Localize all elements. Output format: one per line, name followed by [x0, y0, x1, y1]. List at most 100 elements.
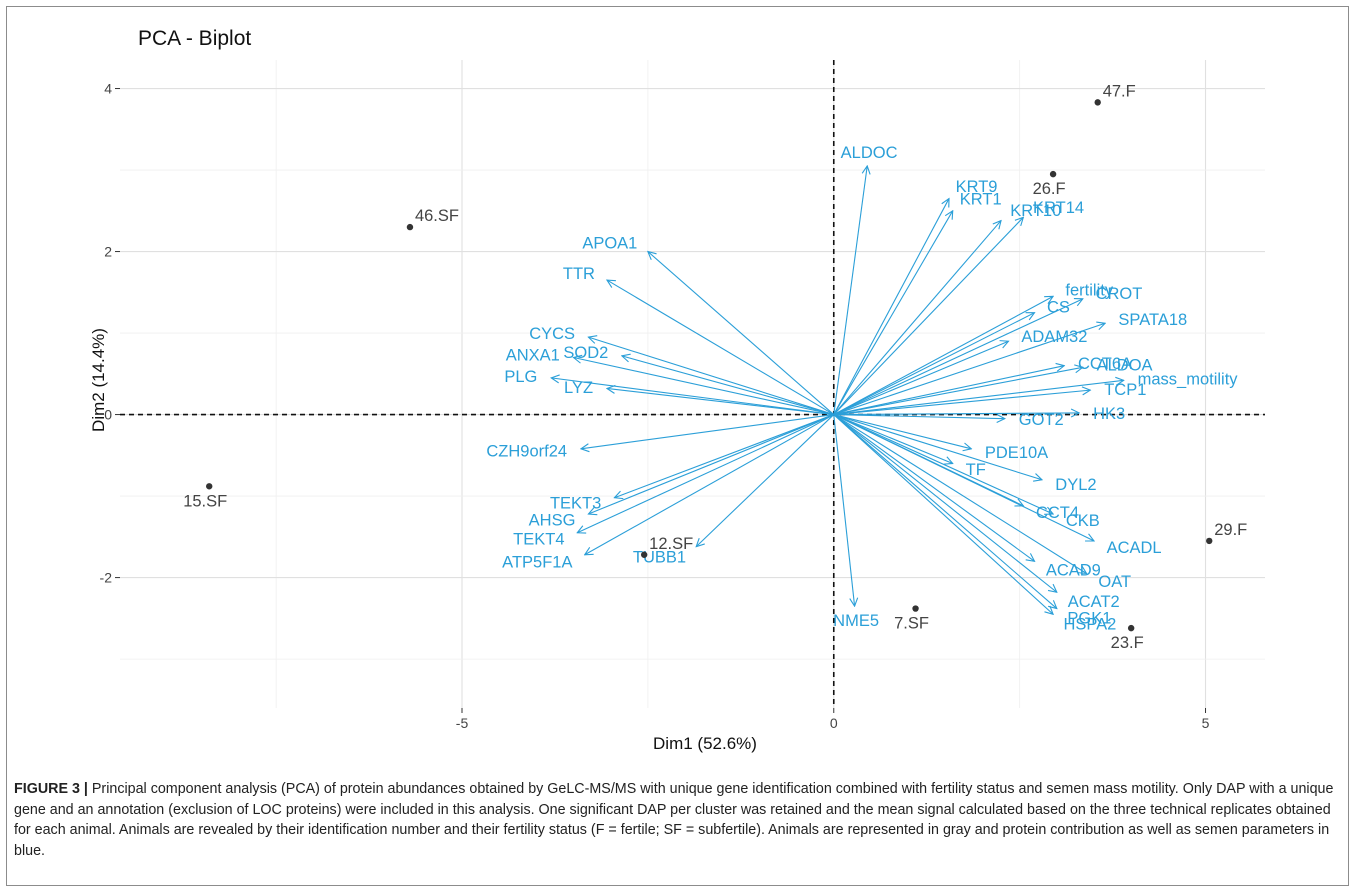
figure-frame — [6, 6, 1349, 886]
variable-arrow — [833, 414, 1053, 615]
x-tick-label: 0 — [830, 715, 838, 731]
individual-point — [640, 551, 648, 558]
caption-label: FIGURE 3 | — [14, 781, 88, 797]
variable-arrow — [833, 217, 1024, 415]
variable-arrow — [607, 388, 834, 416]
variable-label: CS — [1047, 298, 1070, 316]
variable-label: CCT6A — [1078, 355, 1132, 373]
chart-title: PCA - Biplot — [138, 27, 251, 50]
variable-arrow — [574, 358, 834, 416]
x-axis-label: Dim1 (52.6%) — [653, 734, 757, 753]
individual-point — [912, 605, 919, 612]
individual-points: 47.F 26.F 46.SF 15.SF 12.SF 7.SF 23.F 29.F — [183, 82, 1247, 652]
variable-arrow — [696, 414, 835, 547]
variable-arrow — [833, 366, 1064, 416]
individual-point — [1127, 624, 1135, 632]
variable-arrow — [833, 414, 1035, 562]
variable-arrow — [833, 323, 1105, 416]
variable-label: CYCS — [529, 325, 575, 343]
variable-label: OAT — [1098, 573, 1131, 591]
variable-label: mass_motility — [1138, 371, 1239, 389]
axes: -5 0 5 -2 0 2 4 — [100, 81, 1210, 731]
variable-arrow — [833, 413, 1079, 415]
individual-label: 15.SF — [183, 492, 227, 510]
individual-point — [206, 483, 213, 490]
variable-arrow — [833, 414, 1053, 514]
variable-arrow — [833, 414, 972, 449]
variable-arrow — [833, 414, 855, 607]
individual-label: 29.F — [1214, 521, 1247, 539]
y-tick-label: 2 — [104, 244, 112, 260]
variable-arrow — [614, 414, 834, 498]
variable-label: LYZ — [564, 379, 593, 397]
variable-arrow — [833, 299, 1083, 416]
variable-label: KRT9 — [956, 178, 998, 196]
figure-caption: FIGURE 3 | Principal component analysis … — [14, 779, 1339, 861]
variable-label: GOT2 — [1019, 411, 1064, 429]
x-tick-label: -5 — [456, 715, 469, 731]
variable-label: NME5 — [833, 612, 879, 630]
variable-label: ATP5F1A — [502, 554, 572, 572]
variable-label: ACAT2 — [1068, 593, 1120, 611]
variable-label: APOA1 — [582, 234, 637, 252]
variable-label: KRT10 — [1010, 202, 1061, 220]
variable-label: HK3 — [1093, 405, 1125, 423]
variable-label: KRT14 — [1033, 199, 1084, 217]
variable-label: AHSG — [529, 511, 576, 529]
individual-label: 26.F — [1033, 180, 1066, 198]
variable-arrow — [833, 414, 953, 464]
variable-arrow — [833, 313, 1035, 416]
variable-arrow — [833, 341, 1009, 416]
variable-label: DYL2 — [1055, 476, 1096, 494]
variable-arrow — [833, 380, 1124, 416]
individual-point — [1049, 170, 1057, 178]
variable-label: PLG — [504, 368, 537, 386]
variable-arrow — [833, 211, 953, 415]
variable-arrow — [551, 378, 834, 416]
variable-arrow — [833, 414, 1042, 480]
variable-label: ADAM32 — [1021, 328, 1087, 346]
variable-arrow — [833, 199, 949, 415]
variable-arrow — [833, 414, 1057, 609]
variable-label: CKB — [1066, 512, 1100, 530]
variable-label: ACADL — [1107, 539, 1162, 557]
variable-label: ACAD9 — [1046, 562, 1101, 580]
caption-text: Principal component analysis (PCA) of pr… — [14, 781, 1334, 859]
y-tick-label: 0 — [104, 407, 112, 423]
variable-label: ALDOC — [841, 144, 898, 162]
variable-label: SOD2 — [563, 344, 608, 362]
variable-arrow — [588, 414, 834, 514]
individual-label: 7.SF — [894, 615, 929, 633]
variable-label: SPATA18 — [1118, 311, 1187, 329]
variable-label: PGK1 — [1067, 610, 1111, 628]
individual-label: 12.SF — [649, 535, 693, 553]
y-tick-label: -2 — [100, 570, 113, 586]
y-axis-label: Dim2 (14.4%) — [89, 328, 108, 432]
variable-label: ALDOA — [1097, 357, 1153, 375]
variable-label: TCP1 — [1104, 381, 1146, 399]
variable-arrow — [833, 414, 1094, 541]
individual-point — [406, 223, 414, 231]
variable-label: ANXA1 — [506, 347, 560, 365]
variable-arrow — [648, 252, 835, 415]
variable-label: PDE10A — [985, 444, 1048, 462]
variable-arrow — [833, 414, 1087, 574]
variable-label: fertility — [1065, 282, 1113, 300]
individual-label: 47.F — [1103, 82, 1136, 100]
variable-arrow — [607, 280, 835, 416]
variable-label: TTR — [563, 265, 595, 283]
variable-arrow — [833, 367, 1083, 416]
variable-arrow — [622, 356, 834, 416]
individual-label: 46.SF — [415, 207, 459, 225]
variable-arrow — [833, 221, 1001, 415]
variable-arrow — [833, 414, 1057, 593]
variable-arrow — [833, 390, 1091, 416]
variable-arrow — [833, 415, 1005, 419]
variable-arrow — [581, 414, 834, 449]
individual-point — [1206, 537, 1213, 545]
individual-label: 23.F — [1111, 634, 1144, 652]
variable-arrow — [588, 337, 834, 416]
variable-label: TEKT4 — [513, 531, 564, 549]
